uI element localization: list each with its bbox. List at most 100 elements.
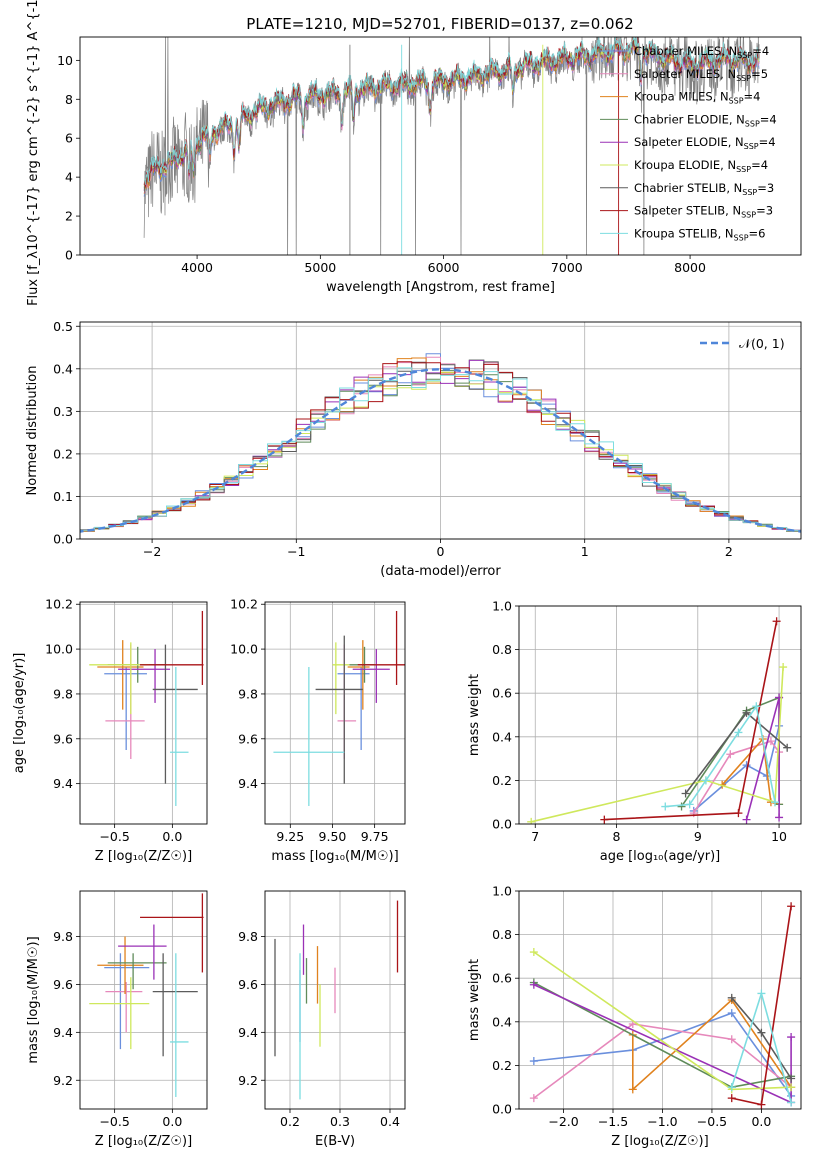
x-tick-label: 7000 (551, 260, 583, 275)
y-tick-label: 9.4 (238, 1025, 258, 1040)
y-tick-label: 9.8 (53, 686, 73, 701)
weight-line-7 (604, 621, 778, 821)
weight-line-2 (632, 998, 792, 1092)
axes-frame (79, 321, 802, 540)
axes-frame (264, 601, 406, 825)
x-tick-label: 9.50 (319, 829, 347, 844)
legend-entry: Kroupa STELIB, NSSP=6 (634, 226, 765, 242)
x-tick-label: 10 (771, 829, 787, 844)
weight-marker (742, 815, 751, 824)
mass_vs_ebv-plot: 0.2 0.3 0.4 9.2 9.4 9.6 9.8 E(B-V) (238, 890, 406, 1149)
plot-area (89, 610, 204, 807)
y-tick-label: 9.8 (238, 929, 258, 944)
weight-marker (661, 802, 670, 811)
y-tick-label: 9.6 (238, 977, 258, 992)
y-tick-label: 10.0 (230, 642, 258, 657)
y-tick-label: 0.0 (492, 817, 512, 832)
weight-marker (734, 728, 743, 737)
x-tick-label: 0 (437, 544, 445, 559)
y-tick-label: 10.0 (45, 642, 73, 657)
weight-marker (779, 663, 788, 672)
y-tick-label: 10.2 (45, 597, 73, 612)
y-tick-label: 0.4 (492, 1014, 512, 1029)
weight-marker (727, 1083, 736, 1092)
y-axis-label: mass weight (467, 674, 482, 756)
x-tick-label: 1 (581, 544, 589, 559)
y-tick-label: 10 (57, 53, 73, 68)
weight-marker (529, 1057, 538, 1066)
plot-area (527, 617, 792, 824)
weight-marker (787, 1083, 796, 1092)
figure-title: PLATE=1210, MJD=52701, FIBERID=0137, z=0… (246, 15, 633, 33)
legend-entry: Chabrier ELODIE, NSSP=4 (634, 112, 777, 128)
y-axis-label: Flux [f_λ10^{-17} erg cm^{-2} s^{-1} A^{… (26, 0, 41, 306)
weight-marker (600, 815, 609, 824)
x-tick-label: 2 (725, 544, 733, 559)
y-tick-label: 9.8 (238, 686, 258, 701)
x-tick-label: 0.0 (162, 829, 182, 844)
weight-marker (726, 750, 735, 759)
x-tick-label: 7 (531, 829, 539, 844)
weight-marker (742, 761, 751, 770)
spectrum-plot: 4000 5000 6000 7000 8000 0 2 4 6 8 10 wavelength [A… (26, 0, 802, 306)
legend-entry: Salpeter MILES, NSSP=5 (634, 67, 768, 83)
y-tick-label: 0.5 (53, 319, 73, 334)
weight-marker (757, 1100, 766, 1109)
axes-frame (518, 605, 802, 825)
x-axis-label: age [log₁₀(age/yr)] (600, 849, 721, 864)
weight-line-5 (531, 666, 784, 823)
axes-frame (79, 36, 802, 256)
weight-marker (727, 1035, 736, 1044)
legend-entry: Kroupa ELODIE, NSSP=4 (634, 158, 768, 174)
x-tick-label: −0.5 (99, 829, 129, 844)
plot-area (80, 353, 801, 534)
y-tick-label: 0.8 (492, 642, 512, 657)
axes-frame (518, 890, 802, 1110)
y-tick-label: 9.4 (53, 1025, 73, 1040)
x-tick-label: −1.5 (598, 1114, 628, 1129)
spectrum-legend: Chabrier MILES, NSSP=4 Salpeter MILES, NS… (600, 44, 777, 242)
weight-marker (681, 789, 690, 798)
x-tick-label: 9 (694, 829, 702, 844)
weight-marker (783, 743, 792, 752)
plot-area (529, 902, 796, 1109)
y-tick-label: 0.1 (53, 489, 73, 504)
weight-marker (529, 980, 538, 989)
y-tick-label: 0 (65, 248, 73, 263)
y-tick-label: 0.6 (492, 971, 512, 986)
x-axis-label: mass [log₁₀(M/M☉)] (271, 849, 398, 864)
weight-marker (734, 809, 743, 818)
x-tick-label: 0.0 (162, 1114, 182, 1129)
y-tick-label: 0.2 (53, 446, 73, 461)
plot-area (89, 893, 204, 1098)
x-tick-label: 9.25 (276, 829, 304, 844)
y-tick-label: 0.2 (492, 773, 512, 788)
x-tick-label: 8000 (674, 260, 706, 275)
weight-marker (787, 902, 796, 911)
weight-marker (628, 1085, 637, 1094)
plot-area (273, 610, 405, 807)
plot-area (143, 37, 760, 255)
axes-frame (79, 601, 208, 825)
weight-marker (787, 1098, 796, 1107)
weight-marker (727, 1094, 736, 1103)
x-tick-label: −0.5 (99, 1114, 129, 1129)
y-tick-label: 0.8 (492, 927, 512, 942)
x-tick-label: −0.5 (697, 1114, 727, 1129)
y-tick-label: 9.2 (238, 1073, 258, 1088)
x-tick-label: −2 (143, 544, 161, 559)
weight-line-0 (693, 725, 780, 812)
weight-marker (752, 702, 761, 711)
weight-marker (787, 1074, 796, 1083)
y-tick-label: 8 (65, 92, 73, 107)
y-tick-label: 9.4 (238, 776, 258, 791)
y-tick-label: 10.2 (230, 597, 258, 612)
weight-marker (677, 802, 686, 811)
x-axis-label: (data-model)/error (380, 564, 501, 579)
legend-entry: Chabrier MILES, NSSP=4 (634, 44, 769, 60)
weight-marker (775, 813, 784, 822)
weight-marker (727, 993, 736, 1002)
weight-marker (787, 1033, 796, 1042)
x-tick-label: 0.0 (751, 1114, 771, 1129)
weight-marker (527, 817, 536, 824)
